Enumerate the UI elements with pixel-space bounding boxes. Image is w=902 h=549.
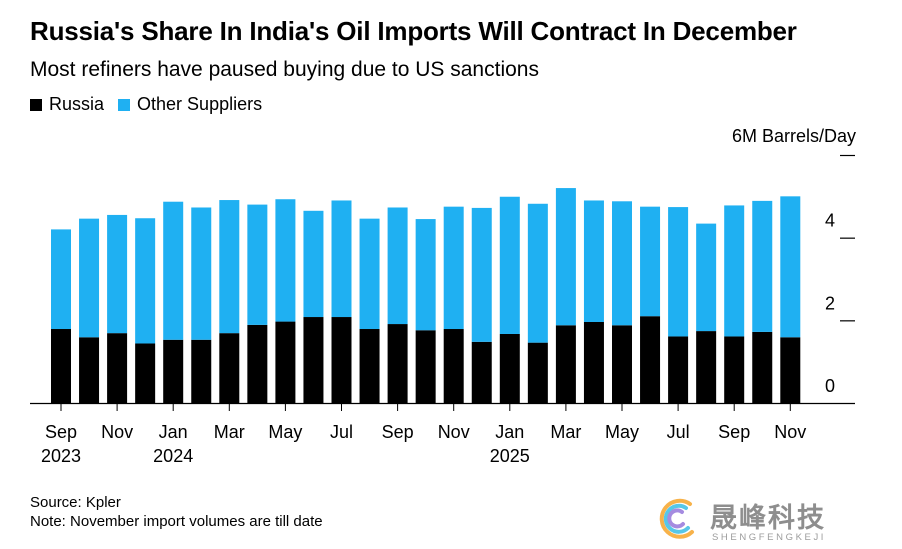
bar-russia-11	[359, 329, 380, 403]
bar-other-suppliers-18	[555, 188, 576, 326]
bar-other-suppliers-11	[359, 218, 380, 330]
legend-item-other-suppliers: Other Suppliers	[118, 94, 262, 115]
bar-russia-21	[640, 316, 661, 403]
bar-russia-3	[135, 343, 156, 403]
watermark-subtext: SHENGFENGKEJI	[712, 532, 827, 543]
bar-other-suppliers-1	[79, 218, 100, 338]
x-tick-label-8: May	[268, 422, 302, 442]
bar-russia-19	[583, 321, 604, 403]
x-tick-year-0: 2023	[41, 446, 81, 466]
legend-swatch-other-suppliers	[118, 98, 131, 111]
bar-other-suppliers-9	[303, 210, 324, 318]
bar-russia-8	[275, 321, 296, 403]
x-tick-label-12: Sep	[382, 422, 414, 442]
chart-subtitle: Most refiners have paused buying due to …	[30, 58, 539, 81]
bar-russia-26	[780, 337, 801, 403]
x-tick-label-24: Sep	[718, 422, 750, 442]
footnote-text: Note: November import volumes are till d…	[30, 513, 323, 530]
bar-other-suppliers-25	[752, 200, 773, 332]
bar-other-suppliers-19	[583, 200, 604, 322]
x-tick-label-4: Jan	[159, 422, 188, 442]
bar-russia-15	[471, 341, 492, 403]
legend-item-russia: Russia	[30, 94, 104, 115]
bar-russia-1	[79, 337, 100, 403]
bar-russia-17	[527, 342, 548, 403]
source-text: Source: Kpler	[30, 494, 121, 511]
chart-title: Russia's Share In India's Oil Imports Wi…	[30, 16, 797, 46]
bar-other-suppliers-3	[135, 218, 156, 344]
legend: Russia Other Suppliers	[30, 94, 276, 115]
bar-other-suppliers-13	[415, 219, 436, 331]
legend-swatch-russia	[30, 98, 42, 111]
x-tick-label-22: Jul	[667, 422, 690, 442]
bar-other-suppliers-4	[163, 201, 184, 340]
x-tick-label-14: Nov	[438, 422, 470, 442]
bar-other-suppliers-5	[191, 207, 212, 340]
x-tick-label-2: Nov	[101, 422, 133, 442]
legend-label-other-suppliers: Other Suppliers	[137, 94, 263, 114]
bar-other-suppliers-15	[471, 207, 492, 342]
bar-other-suppliers-10	[331, 200, 352, 318]
bar-other-suppliers-0	[51, 229, 71, 330]
bar-russia-14	[443, 329, 464, 403]
watermark-text: 晟峰科技	[710, 503, 826, 534]
bar-other-suppliers-12	[387, 207, 408, 325]
bar-other-suppliers-21	[640, 206, 661, 317]
bar-other-suppliers-26	[780, 196, 801, 338]
watermark-logo: 晟峰科技 SHENGFENGKEJI	[652, 492, 862, 544]
bar-other-suppliers-20	[612, 201, 632, 326]
source-note: Source: Kpler Note: November import volu…	[30, 493, 323, 531]
watermark-swirl-icon	[659, 498, 694, 539]
bar-other-suppliers-7	[247, 204, 268, 325]
bar-russia-25	[752, 331, 773, 403]
x-tick-year-16: 2025	[490, 446, 530, 466]
y-tick-label-0: 0	[825, 376, 835, 396]
bar-russia-12	[387, 324, 408, 403]
bar-russia-13	[415, 330, 436, 403]
bar-other-suppliers-8	[275, 199, 296, 322]
y-tick-label-4: 4	[825, 211, 835, 231]
bar-russia-2	[107, 333, 128, 403]
y-axis-unit-label: 6M Barrels/Day	[731, 126, 856, 146]
x-tick-label-0: Sep	[45, 422, 77, 442]
x-tick-label-6: Mar	[214, 422, 245, 442]
bar-russia-6	[219, 333, 240, 403]
x-tick-label-18: Mar	[550, 422, 581, 442]
bar-other-suppliers-24	[724, 205, 745, 337]
bar-other-suppliers-23	[696, 223, 717, 332]
bar-other-suppliers-6	[219, 200, 240, 334]
bar-russia-20	[612, 325, 632, 403]
bar-russia-22	[668, 336, 689, 403]
bar-other-suppliers-2	[107, 214, 128, 334]
x-tick-label-26: Nov	[774, 422, 806, 442]
bar-russia-9	[303, 317, 324, 403]
bar-russia-24	[724, 336, 745, 403]
x-tick-label-10: Jul	[330, 422, 353, 442]
bar-other-suppliers-16	[499, 196, 520, 334]
bar-russia-23	[696, 331, 717, 403]
bar-other-suppliers-17	[527, 203, 548, 343]
bar-other-suppliers-14	[443, 206, 464, 330]
bar-russia-18	[555, 325, 576, 403]
bar-russia-7	[247, 324, 268, 403]
bar-russia-16	[499, 333, 520, 403]
bar-other-suppliers-22	[668, 207, 689, 337]
y-tick-label-2: 2	[825, 293, 835, 313]
x-tick-label-20: May	[605, 422, 639, 442]
x-tick-label-16: Jan	[495, 422, 524, 442]
legend-label-russia: Russia	[49, 94, 105, 114]
bar-russia-0	[51, 329, 71, 403]
bar-russia-5	[191, 339, 212, 403]
bar-russia-10	[331, 317, 352, 403]
x-tick-year-4: 2024	[153, 446, 193, 466]
bar-russia-4	[163, 339, 184, 403]
